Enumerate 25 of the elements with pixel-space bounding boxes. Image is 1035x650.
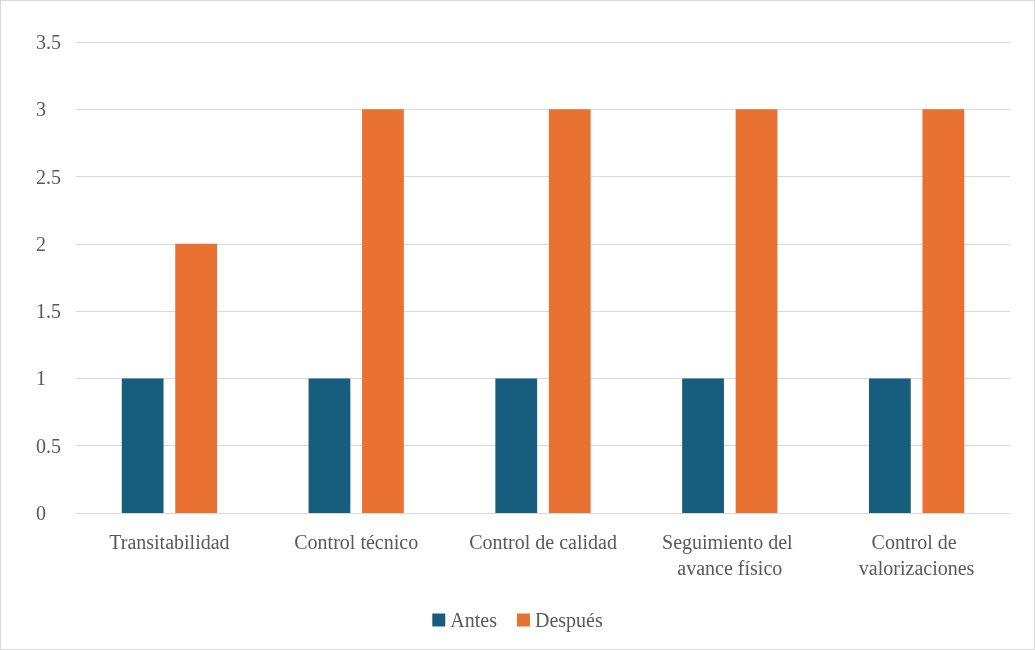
y-tick-label: 2.5 — [36, 165, 61, 188]
legend-label: Antes — [450, 609, 498, 631]
bar — [175, 243, 218, 513]
x-tick-label: Control de valorizaciones — [858, 531, 975, 579]
y-tick-label: 3 — [36, 98, 46, 121]
x-tick-label: Control de calidad — [469, 531, 617, 553]
bar — [495, 378, 538, 513]
y-tick-label: 0 — [36, 502, 46, 524]
y-tick-label: 1.5 — [36, 300, 61, 323]
x-tick-label: Seguimiento del avance físico — [662, 531, 798, 579]
bar — [362, 109, 404, 513]
x-tick-label: Control técnico — [294, 531, 419, 553]
bar — [548, 109, 591, 513]
legend-label: Después — [534, 609, 603, 632]
y-tick-label: 3.5 — [36, 31, 61, 53]
y-tick-label: 2 — [36, 232, 46, 255]
y-tick-label: 1 — [36, 367, 46, 390]
x-tick-label: Transitabilidad — [109, 531, 230, 553]
bar — [308, 378, 351, 513]
bar — [868, 378, 911, 513]
y-tick-label: 0.5 — [36, 434, 61, 457]
bar — [922, 109, 965, 513]
bar — [735, 109, 778, 513]
bar — [121, 378, 164, 513]
bar — [682, 378, 724, 513]
